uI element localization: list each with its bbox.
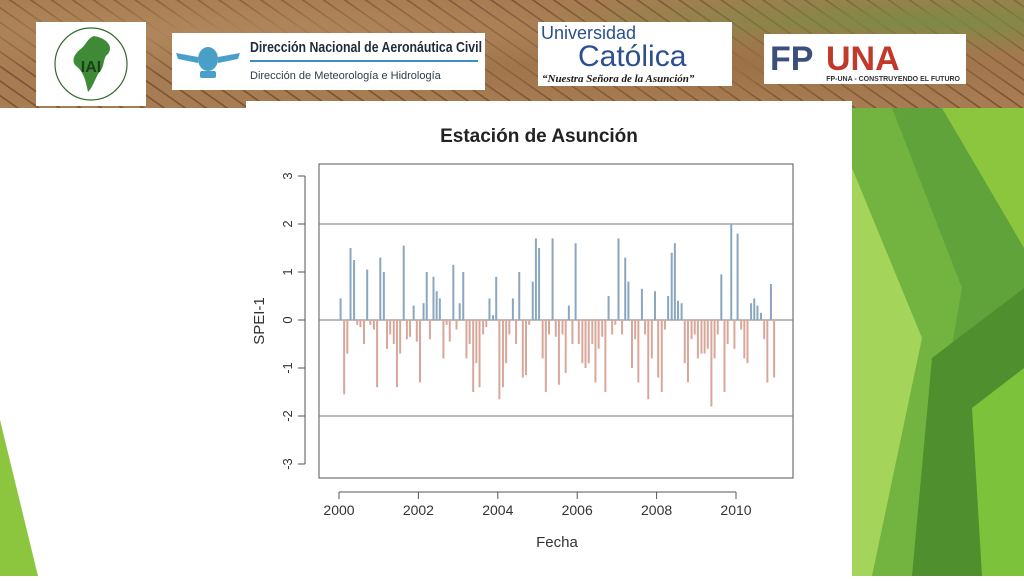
y-tick-label: -1 [280,362,295,374]
iai-emblem: IAI [54,27,128,101]
dinac-wings-icon [176,47,240,78]
x-tick-label: 2004 [482,502,513,518]
fpuna-tagline: FP-UNA - CONSTRUYENDO EL FUTURO [826,76,960,83]
uc-line3: “Nuestra Señora de la Asunción” [542,73,695,85]
y-tick-label: 2 [280,220,295,227]
uc-logo: Universidad Católica “Nuestra Señora de … [538,22,732,86]
x-tick-label: 2006 [562,502,593,518]
x-axis: 2000 2002 2004 2006 2008 2010 [323,491,752,518]
iai-label: IAI [81,59,101,76]
y-tick-label: 0 [280,316,295,323]
uc-line2: Católica [578,40,687,73]
green-decoration-right [852,108,1024,576]
y-axis: -3 -2 -1 0 1 2 3 [280,172,306,470]
y-tick-label: 3 [280,172,295,179]
fpuna-right: UNA [826,40,900,78]
green-decoration-left [0,420,40,576]
iai-logo: IAI [36,22,146,106]
x-tick-label: 2008 [641,502,672,518]
fpuna-left: FP [770,40,813,78]
dinac-title: Dirección Nacional de Aeronáutica Civil [250,39,482,56]
chart-panel: Estación de Asunción -3 -2 -1 0 1 2 3 2000 2002… [246,101,852,576]
y-tick-label: 1 [280,268,295,275]
x-axis-label: Fecha [536,534,578,551]
x-tick-label: 2010 [720,502,751,518]
uc-line1: Universidad [541,23,636,43]
header-banner: IAI Dirección Nacional de Aeronáutica Ci… [0,0,1024,108]
x-tick-label: 2002 [403,502,434,518]
fpuna-logo: FP UNA FP-UNA - CONSTRUYENDO EL FUTURO [764,34,966,84]
y-tick-label: -3 [280,458,295,470]
chart-title: Estación de Asunción [440,126,638,147]
dinac-logo: Dirección Nacional de Aeronáutica Civil … [172,33,485,90]
spei-chart: Estación de Asunción -3 -2 -1 0 1 2 3 2000 2002… [251,126,794,551]
spei-bars [339,224,776,407]
y-axis-label: SPEI-1 [251,297,268,345]
dinac-subtitle: Dirección de Meteorología e Hidrología [250,70,442,82]
y-tick-label: -2 [280,410,295,422]
x-tick-label: 2000 [323,502,354,518]
